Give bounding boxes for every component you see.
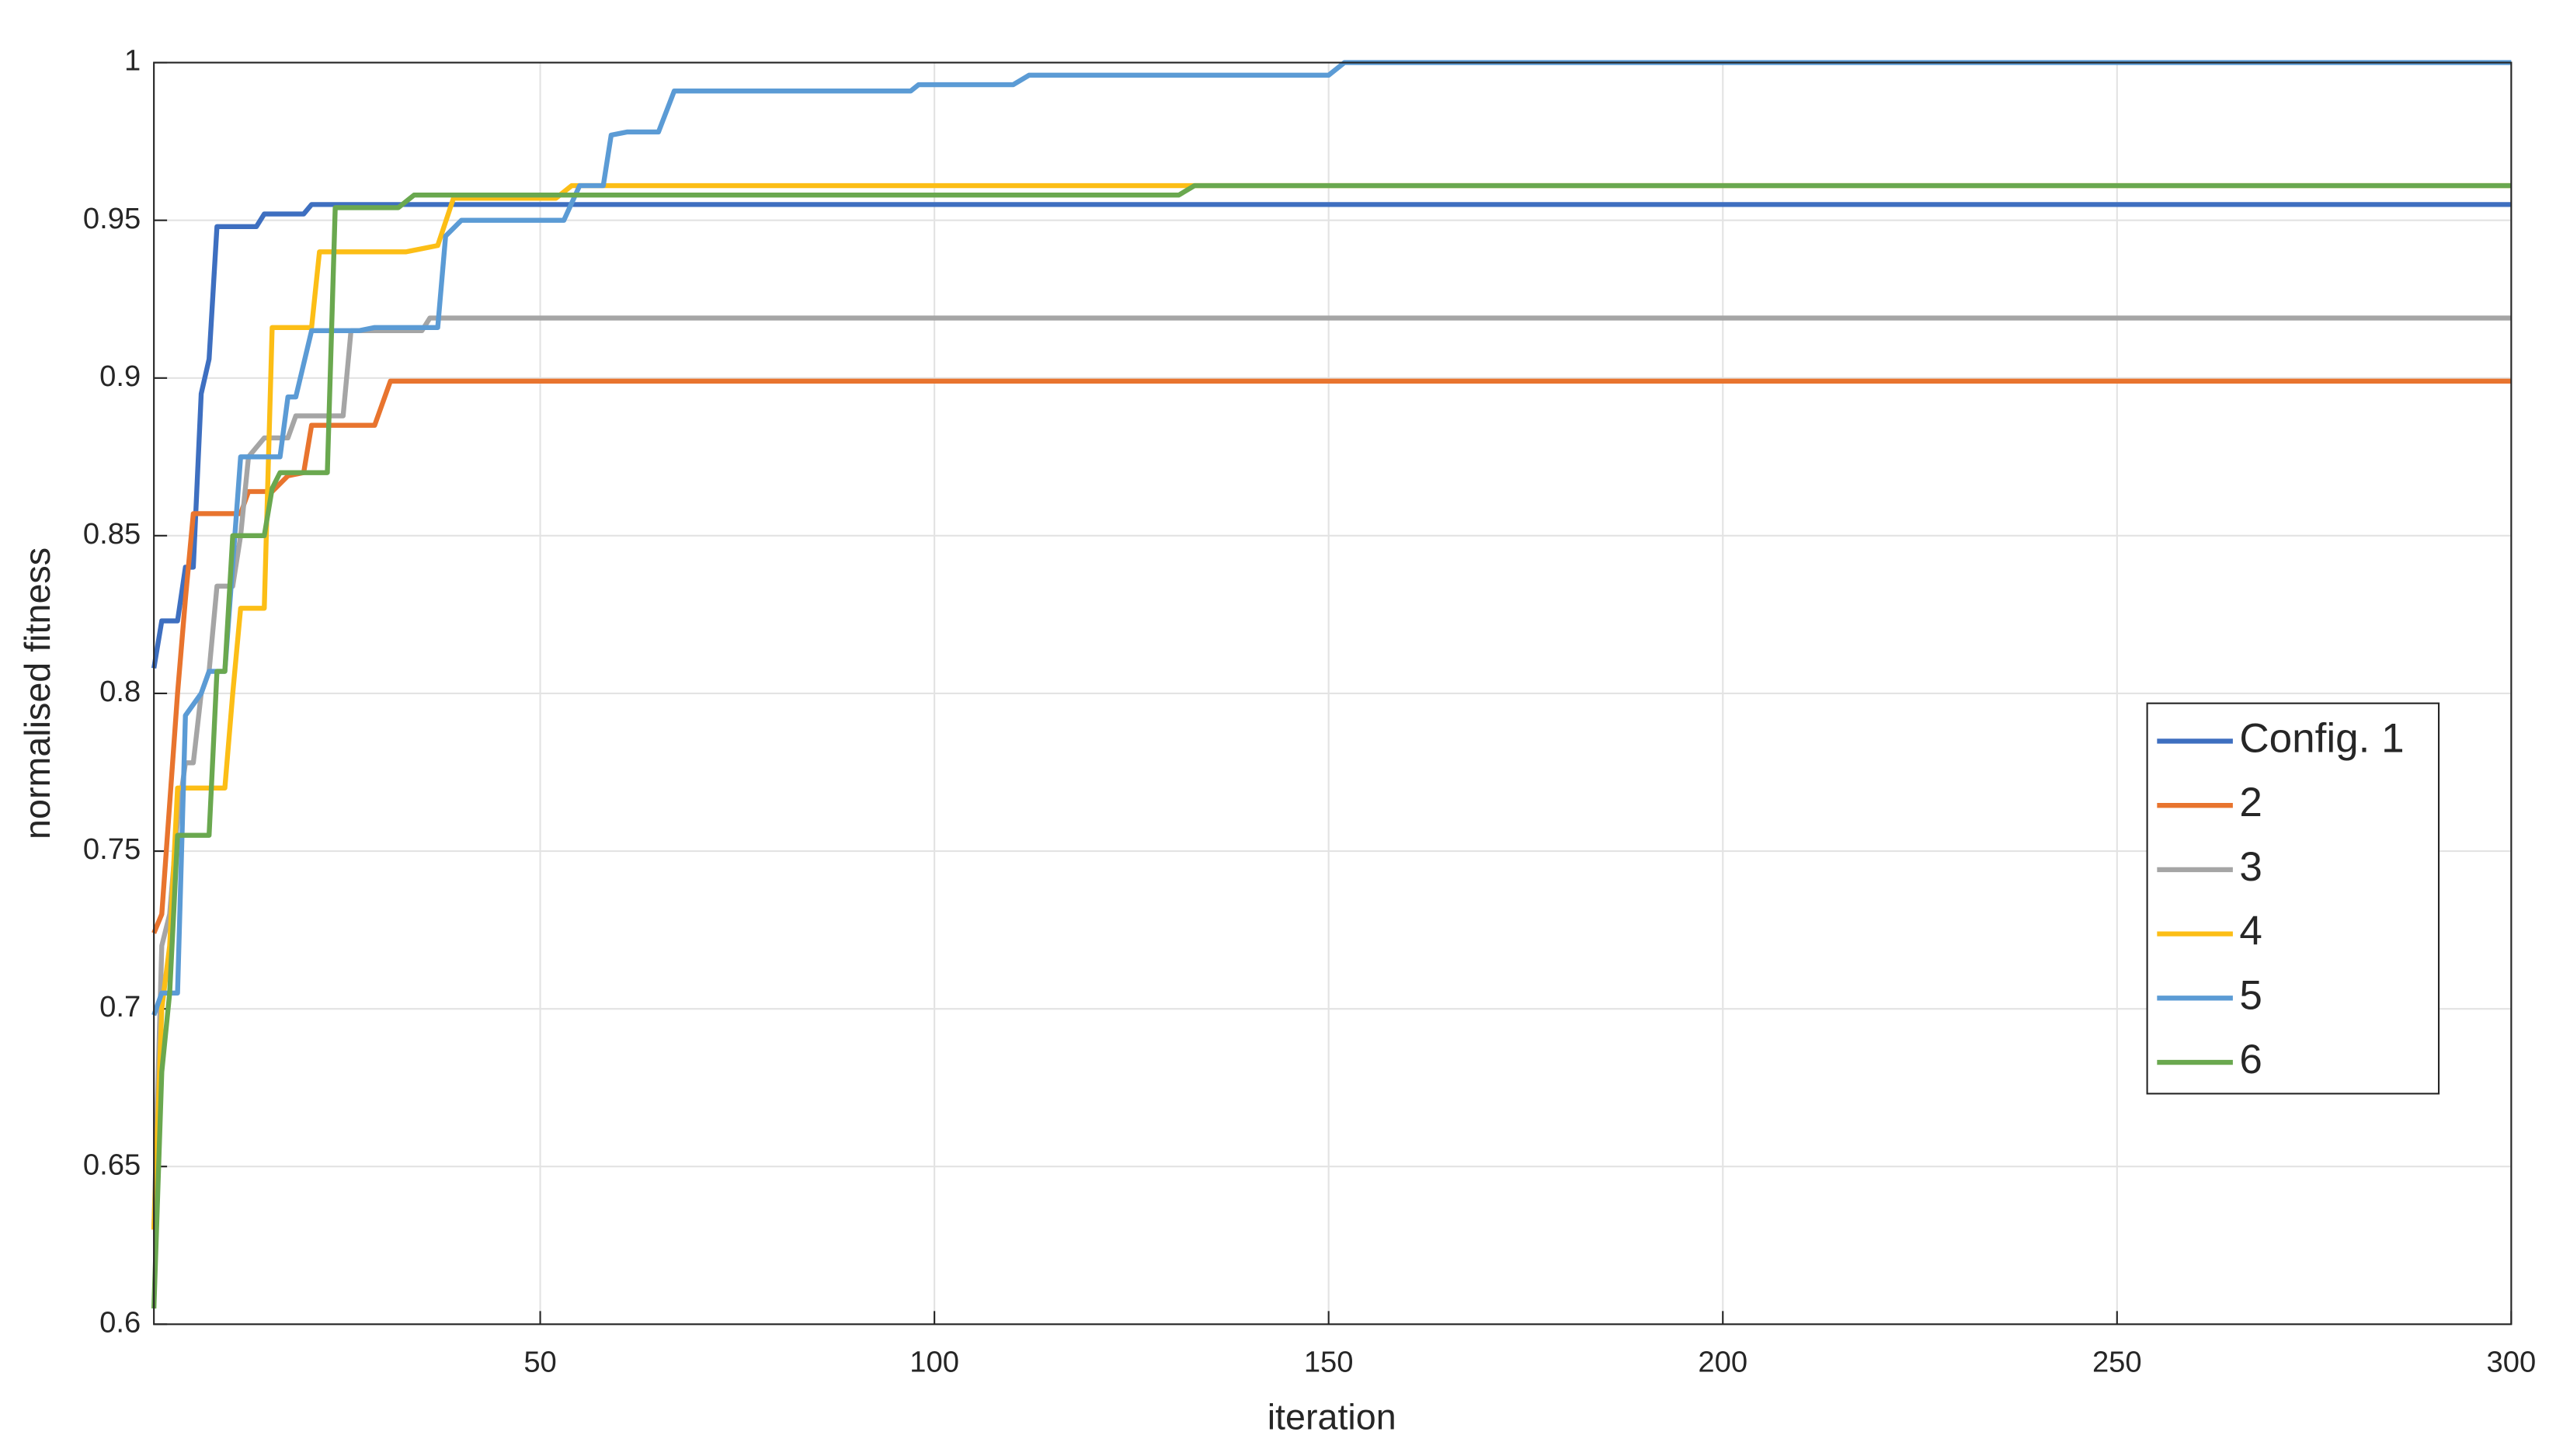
y-tick-label: 0.85 xyxy=(83,517,141,551)
series-line xyxy=(151,378,2512,934)
legend: Config. 1 2 3 4 5 6 xyxy=(2146,702,2440,1095)
legend-box xyxy=(2146,702,2440,1095)
legend-label: 6 xyxy=(2239,1037,2262,1082)
x-tick-label: 150 xyxy=(1304,1345,1354,1378)
y-tick-label: 0.75 xyxy=(83,832,141,866)
y-tick-label: 0.7 xyxy=(99,990,141,1023)
legend-label: 2 xyxy=(2239,780,2262,825)
x-tick-label: 300 xyxy=(2487,1345,2537,1378)
y-tick-label: 0.9 xyxy=(99,360,141,393)
y-tick-label: 0.8 xyxy=(99,675,141,708)
y-tick-label: 0.65 xyxy=(83,1148,141,1181)
axes-box xyxy=(153,61,2513,1326)
series-line xyxy=(151,182,2512,1309)
y-tick-label: 0.6 xyxy=(99,1305,141,1339)
x-axis-label: iteration xyxy=(1268,1397,1396,1437)
x-tick-label: 100 xyxy=(909,1345,959,1378)
series-line xyxy=(151,182,2512,1230)
grid xyxy=(154,61,2513,1326)
legend-label: Config. 1 xyxy=(2239,715,2404,761)
lines xyxy=(151,60,2512,1309)
legend-label: 5 xyxy=(2239,972,2262,1018)
x-tick-label: 250 xyxy=(2092,1345,2142,1378)
y-tick-label: 1 xyxy=(124,44,141,78)
series-line xyxy=(151,60,2512,1016)
x-tick-label: 200 xyxy=(1698,1345,1748,1378)
y-tick-label: 0.95 xyxy=(83,202,141,235)
x-tick-label: 50 xyxy=(523,1345,556,1378)
legend-label: 4 xyxy=(2239,909,2262,954)
series-line xyxy=(151,202,2512,669)
y-axis-label: normalised fitness xyxy=(17,547,57,839)
legend-label: 3 xyxy=(2239,844,2262,890)
